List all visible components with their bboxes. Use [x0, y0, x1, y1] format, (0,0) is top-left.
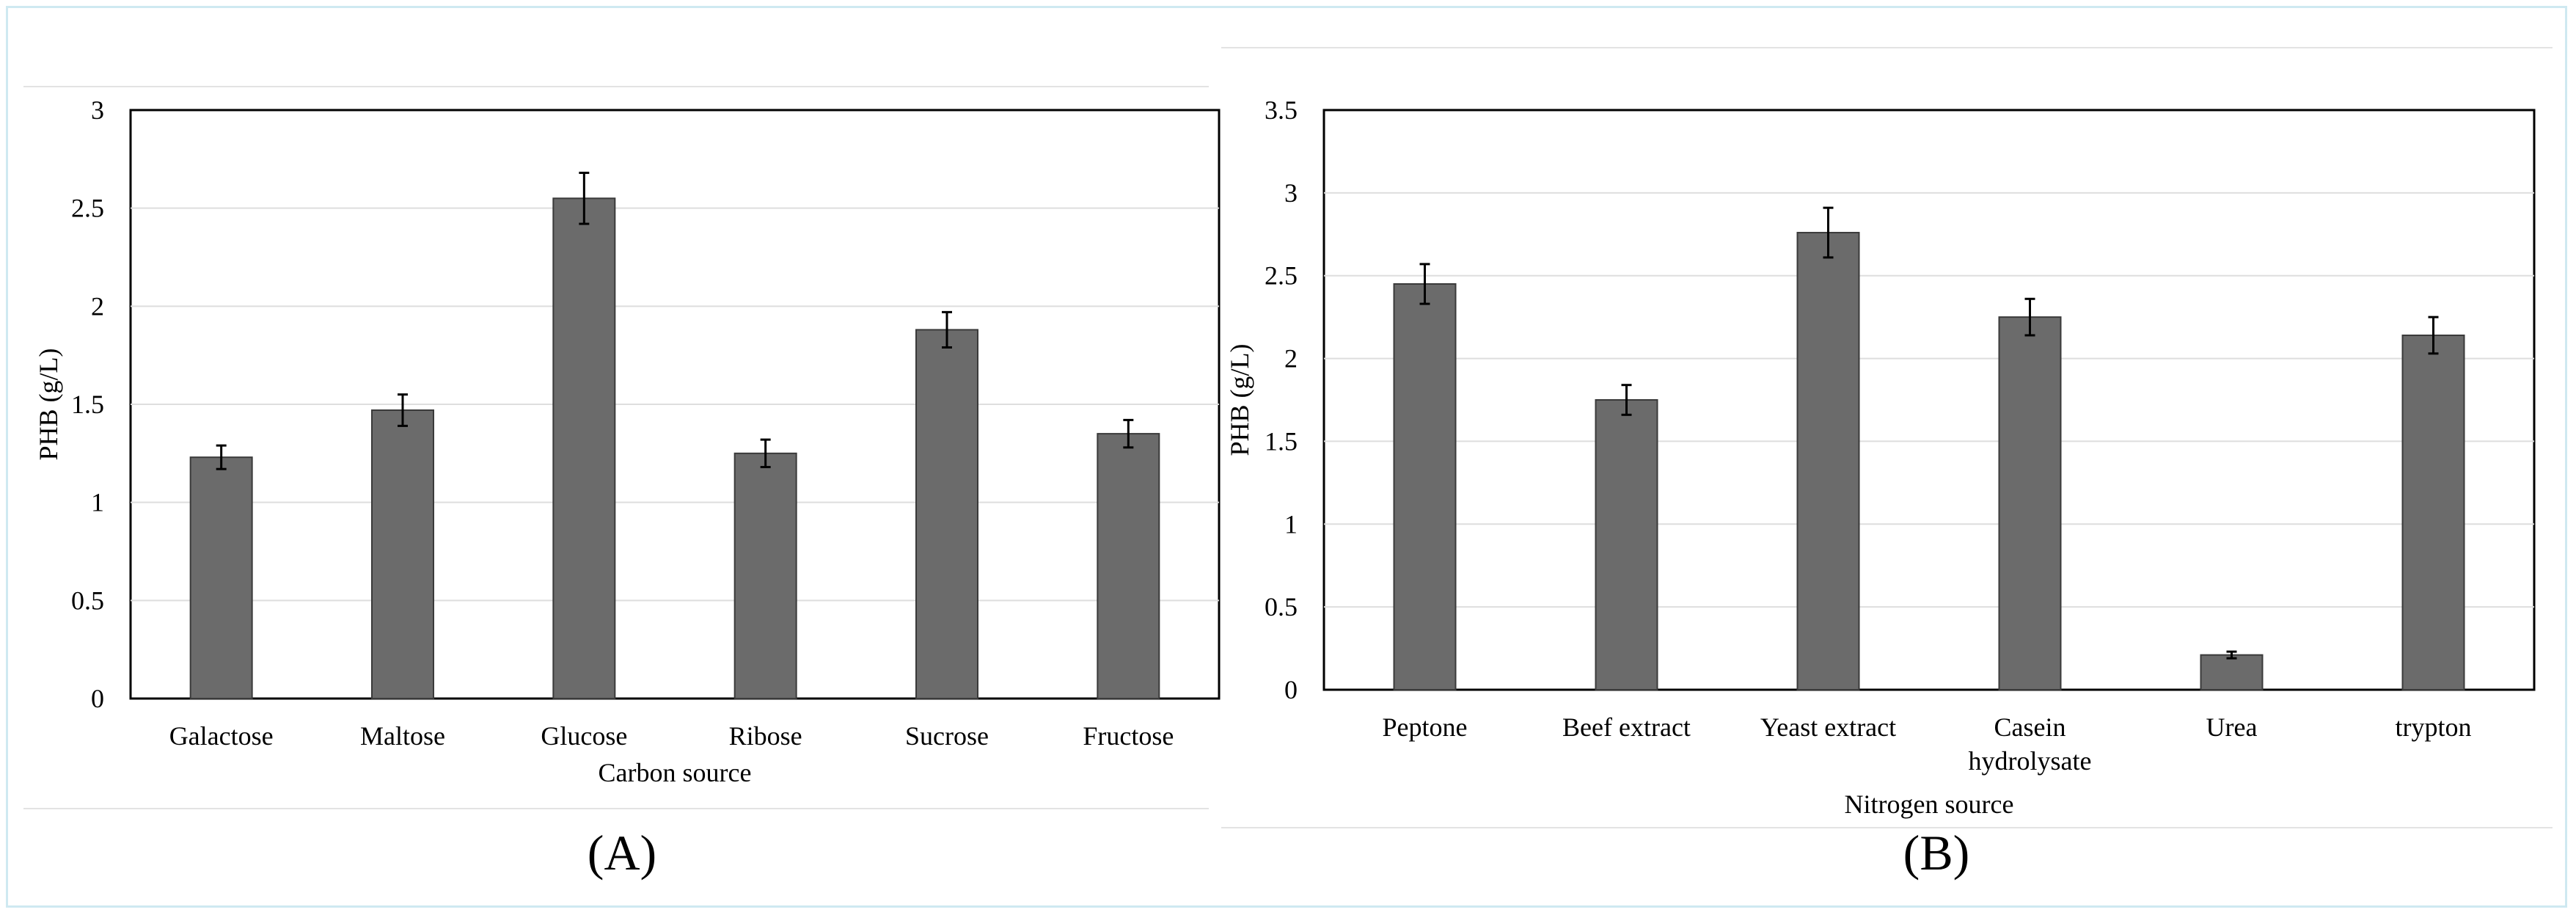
chart-a: 0 0.5 1 1.5 2 2.5 3 Galactose Maltose Glucose Ribo… — [23, 86, 1221, 881]
chart-a-bar — [552, 197, 616, 699]
chart-b-x-tick-label: Casein hydrolysate — [1969, 712, 2092, 776]
chart-a-bar — [189, 456, 253, 699]
chart-b-bar — [1998, 316, 2062, 690]
chart-a-x-tick-label: Fructose — [1083, 721, 1174, 751]
chart-b-bar — [2200, 654, 2264, 690]
chart-b-error-bar — [1823, 206, 1834, 259]
chart-b-x-tick-line: Urea — [2206, 712, 2258, 742]
chart-b-bar — [1393, 283, 1457, 690]
chart-b-error-bar — [2428, 316, 2439, 355]
chart-b-bar — [1595, 399, 1658, 690]
chart-a-y-tick-label: 2.5 — [71, 194, 104, 223]
chart-a-panel-label: (A) — [588, 825, 656, 881]
chart-a-error-bar — [579, 172, 590, 225]
chart-a-y-tick-label: 2 — [91, 291, 104, 321]
chart-b-error-bar — [1419, 263, 1430, 305]
chart-a-x-tick-line: Galactose — [169, 721, 274, 751]
chart-a-x-tick-line: Maltose — [360, 721, 445, 751]
chart-b-bar — [1796, 232, 1860, 690]
chart-a-x-tick-label: Sucrose — [905, 721, 989, 751]
chart-a-error-bar — [942, 310, 952, 349]
chart-b-x-tick-label: Peptone — [1383, 712, 1468, 742]
chart-a-error-bar — [1123, 418, 1134, 449]
chart-a-x-tick-label: Ribose — [729, 721, 802, 751]
chart-b-y-axis-title: PHB (g/L) — [1225, 344, 1254, 456]
chart-b-x-tick-line: Beef extract — [1562, 712, 1691, 742]
chart-a-y-tick-label: 0 — [91, 684, 104, 713]
chart-b-y-tick-label: 3.5 — [1265, 95, 1298, 125]
chart-b-x-tick-label: Yeast extract — [1760, 712, 1896, 742]
chart-a-bar — [1097, 433, 1160, 699]
chart-b-error-bar — [1621, 384, 1632, 416]
chart-a-y-tick-label: 1.5 — [71, 390, 104, 419]
chart-a-y-tick-label: 0.5 — [71, 586, 104, 615]
chart-a-y-tick-label: 1 — [91, 488, 104, 517]
chart-a-y-axis-title: PHB (g/L) — [34, 349, 63, 461]
chart-a-error-bar — [398, 393, 408, 427]
chart-b-y-tick-label: 2 — [1284, 344, 1298, 373]
chart-b-error-bar — [2226, 650, 2237, 660]
chart-b: 0 0.5 1 1.5 2 2.5 3 3.5 Peptone Beef extract Yeast… — [1221, 47, 2553, 881]
chart-a-x-tick-line: Fructose — [1083, 721, 1174, 751]
chart-b-x-tick-label: trypton — [2396, 712, 2472, 742]
chart-a-x-tick-label: Glucose — [541, 721, 627, 751]
chart-b-y-tick-label: 0 — [1284, 675, 1298, 704]
chart-b-y-tick-label: 2.5 — [1265, 261, 1298, 291]
chart-a-bar — [733, 452, 797, 699]
chart-a-x-tick-label: Galactose — [169, 721, 274, 751]
chart-b-x-axis-title: Nitrogen source — [1845, 790, 2014, 819]
chart-b-x-tick-line: hydrolysate — [1969, 746, 2092, 776]
chart-b-error-bar — [2024, 297, 2035, 337]
chart-b-bar — [2401, 334, 2465, 690]
chart-a-x-tick-line: Sucrose — [905, 721, 989, 751]
chart-b-x-tick-label: Beef extract — [1562, 712, 1691, 742]
chart-a-x-tick-line: Glucose — [541, 721, 627, 751]
chart-b-x-tick-line: Yeast extract — [1760, 712, 1896, 742]
chart-a-bar — [915, 329, 978, 699]
chart-a-bar — [371, 409, 434, 700]
chart-b-y-tick-label: 1.5 — [1265, 426, 1298, 456]
chart-b-y-tick-label: 1 — [1284, 509, 1298, 539]
chart-b-x-tick-line: trypton — [2396, 712, 2472, 742]
chart-a-error-bar — [760, 438, 771, 469]
chart-b-panel-label: (B) — [1903, 825, 1970, 881]
chart-b-plot-area — [1322, 109, 2536, 691]
chart-b-x-tick-line: Casein — [1994, 712, 2066, 742]
chart-b-y-tick-label: 0.5 — [1265, 592, 1298, 621]
chart-a-x-axis-title: Carbon source — [599, 758, 752, 787]
chart-a-y-tick-label: 3 — [91, 95, 104, 125]
chart-a-x-tick-label: Maltose — [360, 721, 445, 751]
chart-a-x-tick-line: Ribose — [729, 721, 802, 751]
chart-a-error-bar — [216, 444, 227, 470]
chart-b-x-tick-line: Peptone — [1383, 712, 1468, 742]
figure-frame — [6, 6, 2567, 908]
chart-b-y-tick-label: 3 — [1284, 178, 1298, 208]
chart-b-x-tick-label: Urea — [2206, 712, 2258, 742]
